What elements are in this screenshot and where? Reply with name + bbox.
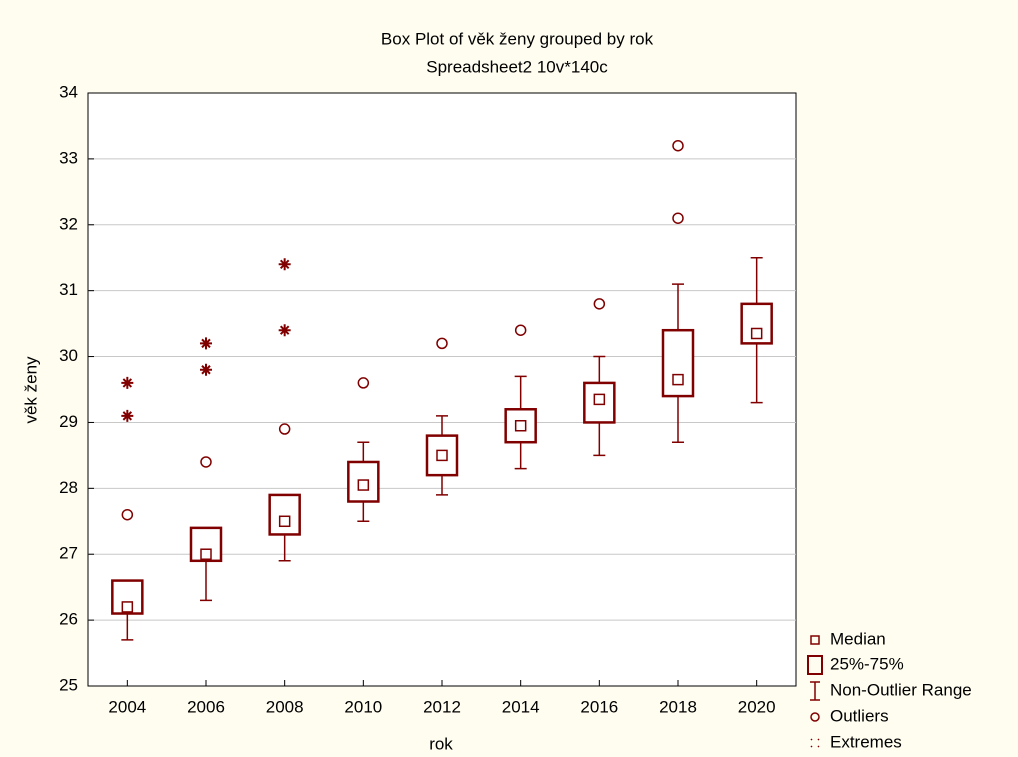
outlier [200,456,212,468]
median [593,393,606,406]
extreme [200,363,212,376]
extreme [121,376,134,389]
outlier [357,377,370,389]
outlier [672,212,684,224]
legend-label: 25%-75% [830,654,904,673]
outlier [278,423,291,435]
box [661,328,695,398]
legend-symbol [810,681,820,701]
y-tick-label: 31 [59,280,78,299]
y-tick-label: 27 [59,544,78,563]
median [278,515,291,528]
y-tick-label: 29 [59,412,78,431]
x-tick-label: 2010 [344,697,382,716]
extreme [278,258,291,271]
median [357,479,370,491]
x-tick-label: 2020 [738,697,776,716]
median [750,327,763,340]
legend-symbol [810,738,820,748]
outlier [436,337,448,350]
median [200,548,212,560]
outlier [514,324,527,336]
legend-symbol [810,712,820,722]
box [583,381,616,424]
median [121,601,134,613]
outlier [593,298,606,310]
x-tick-label: 2006 [187,697,225,716]
x-tick-label: 2012 [423,697,461,716]
legend-label: Median [830,629,886,648]
extreme [200,337,212,350]
extreme [121,409,134,422]
extreme [278,324,291,337]
y-tick-label: 25 [59,675,78,694]
y-tick-label: 30 [59,346,78,365]
y-tick-label: 26 [59,610,78,629]
x-tick-label: 2004 [108,697,146,716]
x-tick-label: 2018 [659,697,697,716]
y-tick-label: 32 [59,214,78,233]
y-axis-label: věk ženy [21,356,40,424]
box [268,493,301,536]
legend-label: Extremes [830,732,902,751]
y-tick-label: 33 [59,148,78,167]
y-tick-label: 34 [59,82,78,101]
legend-label: Outliers [830,706,889,725]
median [672,373,684,386]
median [436,449,448,462]
outlier [121,508,134,521]
x-axis-label: rok [429,734,453,753]
y-tick-label: 28 [59,478,78,497]
legend-symbol [810,635,820,645]
x-tick-label: 2014 [502,697,540,716]
median [514,419,527,432]
outlier [672,139,684,152]
x-tick-label: 2016 [580,697,618,716]
x-tick-label: 2008 [266,697,304,716]
box [189,526,223,563]
box [111,579,144,615]
chart-subtitle: Spreadsheet2 10v*140c [426,57,608,76]
legend-label: Non-Outlier Range [830,680,972,699]
legend-symbol [807,655,823,675]
chart-title: Box Plot of věk ženy grouped by rok [381,29,654,48]
